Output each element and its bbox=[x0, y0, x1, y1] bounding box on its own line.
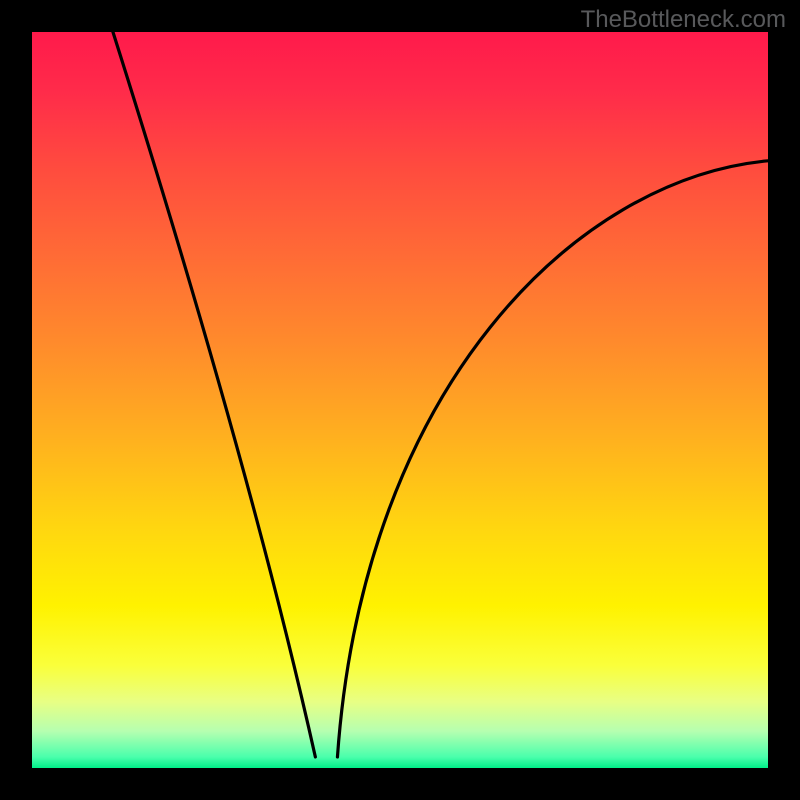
watermark-text: TheBottleneck.com bbox=[581, 6, 786, 34]
plot-background bbox=[32, 32, 768, 768]
chart-frame: TheBottleneck.com bbox=[0, 0, 800, 800]
bottleneck-plot bbox=[32, 32, 768, 768]
